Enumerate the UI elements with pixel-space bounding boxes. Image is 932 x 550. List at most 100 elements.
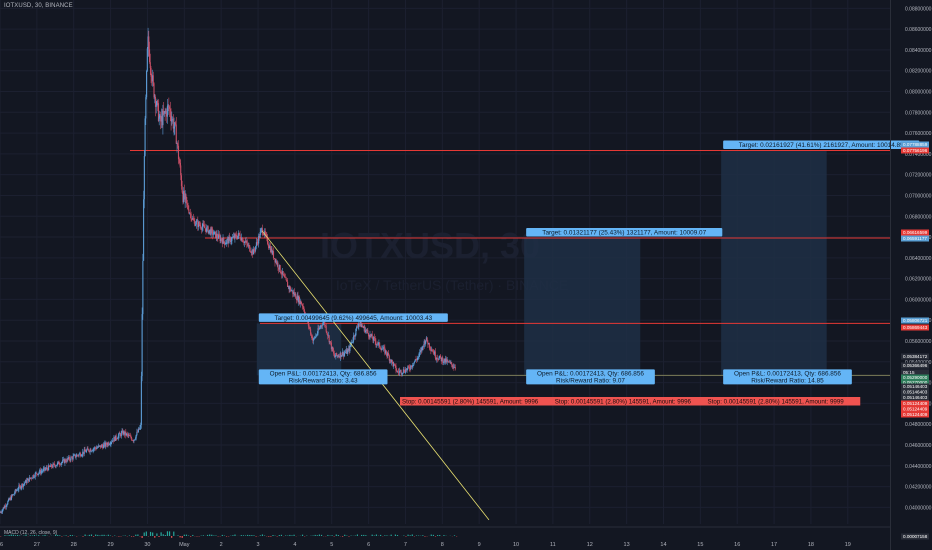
stop-label-bg[interactable] — [705, 397, 861, 406]
candle-body — [249, 251, 252, 253]
price-tag-bg — [901, 362, 929, 369]
price-tag: 0.05146403 — [903, 390, 928, 395]
candle-body — [264, 231, 266, 235]
y-tick-label: 0.08000000 — [905, 89, 932, 95]
candle-body — [168, 105, 170, 108]
candle-body — [35, 472, 37, 474]
candle-body — [398, 371, 400, 373]
candle-body — [27, 478, 29, 481]
candle-body — [258, 235, 260, 244]
open-pnl-bg[interactable] — [258, 369, 388, 385]
price-tag-bg — [901, 235, 929, 242]
candle-body — [74, 454, 76, 458]
candle-body — [206, 227, 208, 232]
candle-body — [295, 293, 297, 299]
price-tag-bg — [901, 379, 929, 386]
candle-body — [335, 353, 337, 357]
target-label-bg[interactable] — [526, 227, 723, 237]
candle-body — [432, 351, 434, 353]
target-label-bg[interactable] — [723, 140, 920, 150]
candle-body — [232, 236, 234, 238]
candle-body — [445, 358, 447, 363]
candle-body — [244, 241, 246, 243]
candle-body — [345, 349, 347, 353]
candle-body — [269, 246, 272, 253]
candle-body — [1, 511, 3, 513]
candle-body — [387, 353, 389, 356]
candle-body — [243, 242, 245, 243]
price-tag: 0.06591177 — [903, 236, 927, 241]
x-tick-label: 12 — [587, 542, 593, 548]
candle-body — [220, 238, 222, 242]
candle-body — [42, 468, 44, 471]
position-labels[interactable]: Target: 0.00499645 (9.62%) 499645, Amoun… — [258, 140, 920, 406]
open-pnl-bg[interactable] — [526, 369, 655, 385]
candle-body — [358, 323, 360, 327]
target-zone — [721, 150, 827, 376]
candle-body — [102, 444, 105, 449]
price-tag: 0.05146403 — [903, 395, 928, 400]
candle-body — [144, 118, 146, 156]
candle-body — [48, 465, 50, 467]
price-tag-bg — [901, 394, 929, 401]
candle-body — [277, 262, 279, 268]
risk-reward-label: Risk/Reward Ratio: 9.07 — [556, 377, 625, 384]
stop-label-bg[interactable] — [400, 397, 555, 406]
candle-body — [31, 478, 33, 479]
candle-body — [130, 435, 132, 439]
candle-body — [292, 290, 294, 294]
y-tick-label: 0.06200000 — [905, 277, 932, 283]
candle-body — [422, 346, 424, 347]
candle-body — [301, 304, 303, 306]
open-pnl-bg[interactable] — [723, 369, 852, 385]
candle-body — [51, 464, 53, 467]
candle-body — [28, 478, 30, 482]
candle-body — [363, 326, 365, 328]
candle-body — [297, 295, 299, 303]
candle-body — [0, 512, 1, 513]
candle-body — [439, 355, 442, 358]
candle-body — [317, 328, 319, 334]
candle-body — [113, 437, 115, 442]
candle-body — [284, 277, 286, 278]
candle-body — [327, 333, 329, 336]
candle-body — [65, 461, 67, 463]
candle-body — [127, 434, 129, 436]
candle-body — [12, 494, 14, 496]
candle-body — [419, 352, 421, 354]
candle-body — [115, 435, 117, 439]
candle-body — [183, 190, 185, 200]
open-pnl-label: Open P&L: 0.00172413, Qty: 686.856 — [537, 370, 644, 377]
candle-body — [226, 240, 228, 244]
target-label-bg[interactable] — [258, 313, 448, 322]
candle-body — [336, 353, 338, 356]
price-tag-bg — [901, 406, 929, 412]
candle-body — [116, 438, 118, 440]
candle-body — [68, 456, 70, 460]
y-tick-label: 0.07600000 — [905, 131, 932, 137]
candle-body — [396, 370, 398, 372]
candle-body — [289, 287, 291, 290]
candle-body — [206, 226, 208, 228]
candle-body — [310, 334, 312, 336]
stop-label-bg[interactable] — [552, 397, 708, 406]
open-pnl-label: Open P&L: 0.00172413, Qty: 686.856 — [734, 370, 841, 377]
candle-body — [341, 351, 344, 356]
candle-body — [54, 465, 56, 467]
candle-body — [371, 334, 373, 339]
candle-body — [421, 346, 423, 352]
candle-body — [294, 293, 296, 296]
candle-body — [129, 435, 131, 437]
candle-body — [149, 62, 151, 69]
candle-body — [427, 341, 429, 345]
candle-body — [169, 107, 171, 109]
candle-body — [41, 471, 43, 472]
candle-body — [53, 463, 56, 466]
candle-body — [381, 348, 383, 351]
candle-body — [148, 36, 150, 50]
price-tag-bg — [901, 533, 929, 540]
candle-body — [121, 430, 123, 433]
candle-body — [337, 355, 339, 357]
candle-body — [183, 190, 185, 203]
